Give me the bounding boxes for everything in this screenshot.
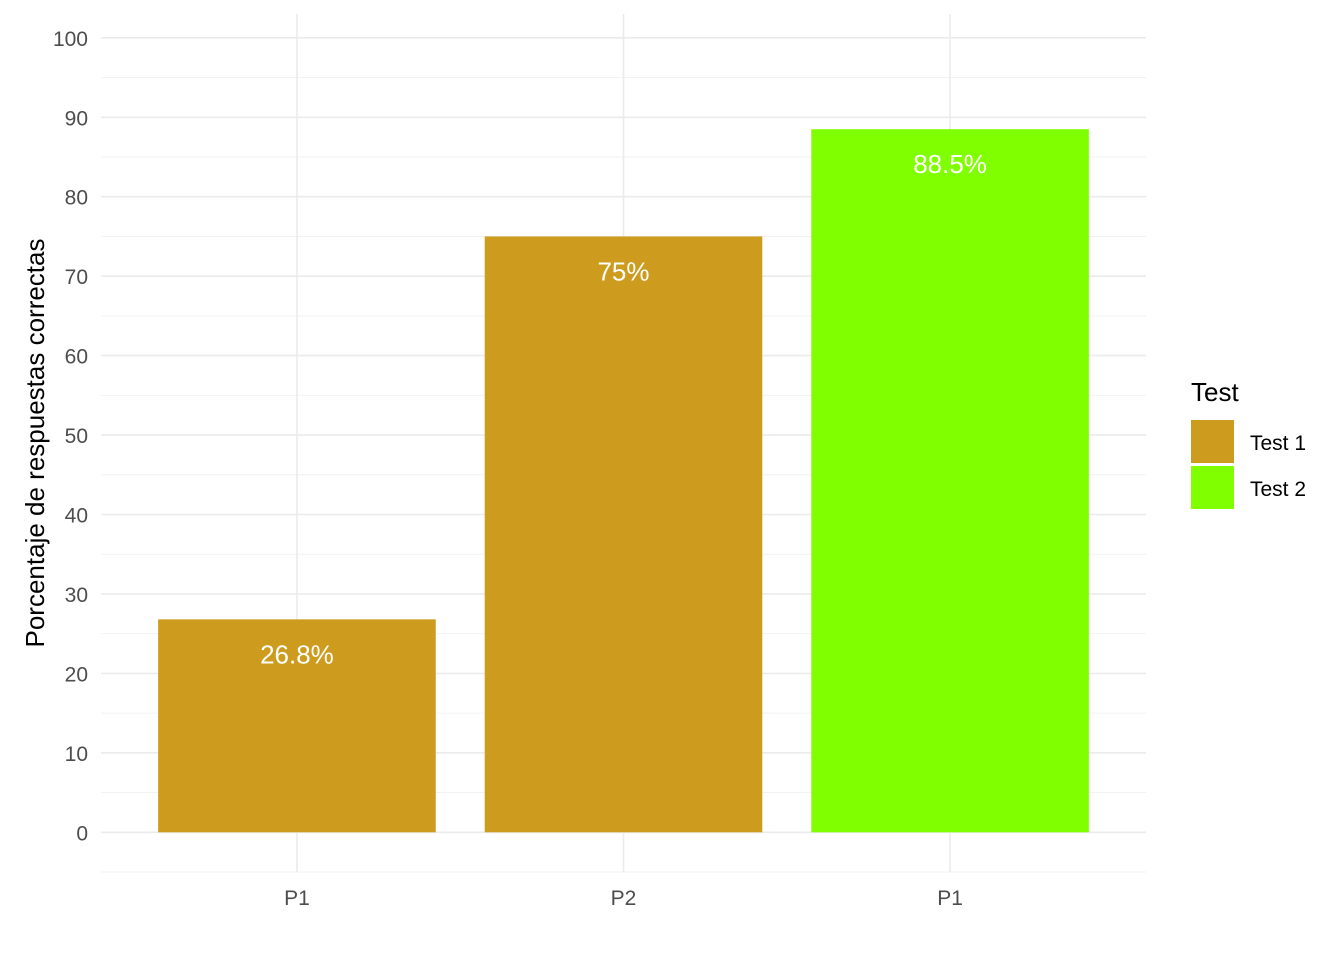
x-tick-label: P1 xyxy=(284,887,310,910)
y-tick-label: 30 xyxy=(65,584,88,607)
bar xyxy=(158,619,436,833)
legend-title: Test xyxy=(1191,377,1239,407)
legend-entries: Test 1 Test 2 xyxy=(1191,420,1306,509)
bar xyxy=(811,129,1089,833)
x-tick-label: P2 xyxy=(611,887,637,910)
y-tick-label: 100 xyxy=(53,28,88,51)
y-tick-label: 90 xyxy=(65,107,88,130)
legend-swatch xyxy=(1191,420,1234,463)
y-tick-label: 50 xyxy=(65,425,88,448)
legend-swatch xyxy=(1191,466,1234,509)
legend-label: Test 2 xyxy=(1250,478,1306,501)
legend: Test Test 1 Test 2 xyxy=(1191,377,1306,509)
bar-value-label: 88.5% xyxy=(913,149,987,179)
y-tick-label: 60 xyxy=(65,346,88,369)
bar-value-labels: 26.8% 75% 88.5% xyxy=(260,149,987,669)
bar xyxy=(484,236,763,833)
y-tick-label: 20 xyxy=(65,663,88,686)
y-tick-label: 10 xyxy=(65,743,88,766)
x-tick-label: P1 xyxy=(937,887,963,910)
y-axis-title: Porcentaje de respuestas correctas xyxy=(20,239,50,648)
x-axis-ticks: P1 P2 P1 xyxy=(284,887,963,910)
y-axis-ticks: 0 10 20 30 40 50 60 70 80 90 100 xyxy=(53,28,88,845)
y-tick-label: 0 xyxy=(76,822,88,845)
bar-value-label: 26.8% xyxy=(260,639,334,669)
bars xyxy=(158,129,1089,833)
y-tick-label: 70 xyxy=(65,266,88,289)
y-tick-label: 40 xyxy=(65,505,88,528)
y-tick-label: 80 xyxy=(65,187,88,210)
bar-value-label: 75% xyxy=(597,256,649,286)
legend-label: Test 1 xyxy=(1250,432,1306,455)
